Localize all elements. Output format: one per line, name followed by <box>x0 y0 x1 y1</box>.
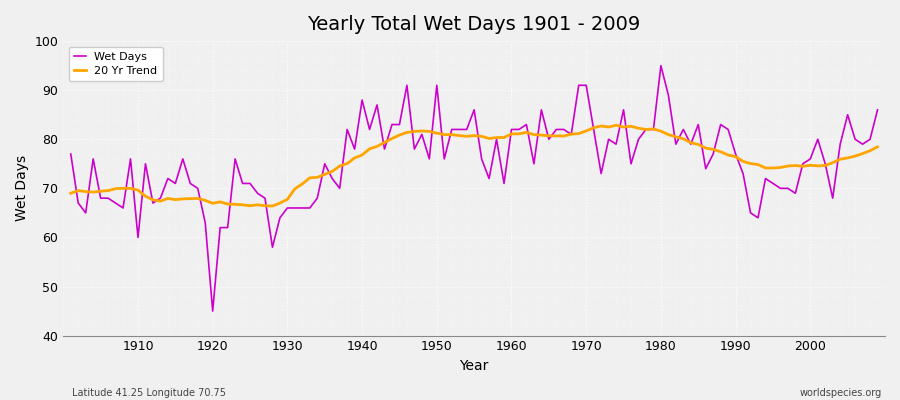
20 Yr Trend <box>611 123 622 128</box>
Wet Days <box>872 108 883 112</box>
Wet Days <box>655 63 666 68</box>
20 Yr Trend <box>66 191 77 196</box>
20 Yr Trend <box>125 186 136 191</box>
20 Yr Trend <box>514 132 525 136</box>
Y-axis label: Wet Days: Wet Days <box>15 155 29 222</box>
Wet Days <box>342 127 353 132</box>
Wet Days <box>297 206 308 210</box>
Wet Days <box>125 156 136 161</box>
Wet Days <box>514 127 525 132</box>
20 Yr Trend <box>506 132 517 136</box>
Line: Wet Days: Wet Days <box>71 66 878 311</box>
Wet Days <box>506 127 517 132</box>
X-axis label: Year: Year <box>460 359 489 373</box>
20 Yr Trend <box>603 124 614 129</box>
Text: worldspecies.org: worldspecies.org <box>800 388 882 398</box>
Wet Days <box>66 152 77 156</box>
Line: 20 Yr Trend: 20 Yr Trend <box>71 125 878 206</box>
20 Yr Trend <box>267 204 278 208</box>
Text: Latitude 41.25 Longitude 70.75: Latitude 41.25 Longitude 70.75 <box>72 388 226 398</box>
Legend: Wet Days, 20 Yr Trend: Wet Days, 20 Yr Trend <box>68 47 163 81</box>
Title: Yearly Total Wet Days 1901 - 2009: Yearly Total Wet Days 1901 - 2009 <box>308 15 641 34</box>
20 Yr Trend <box>872 144 883 149</box>
20 Yr Trend <box>342 161 353 166</box>
20 Yr Trend <box>297 182 308 186</box>
Wet Days <box>603 137 614 142</box>
Wet Days <box>207 309 218 314</box>
